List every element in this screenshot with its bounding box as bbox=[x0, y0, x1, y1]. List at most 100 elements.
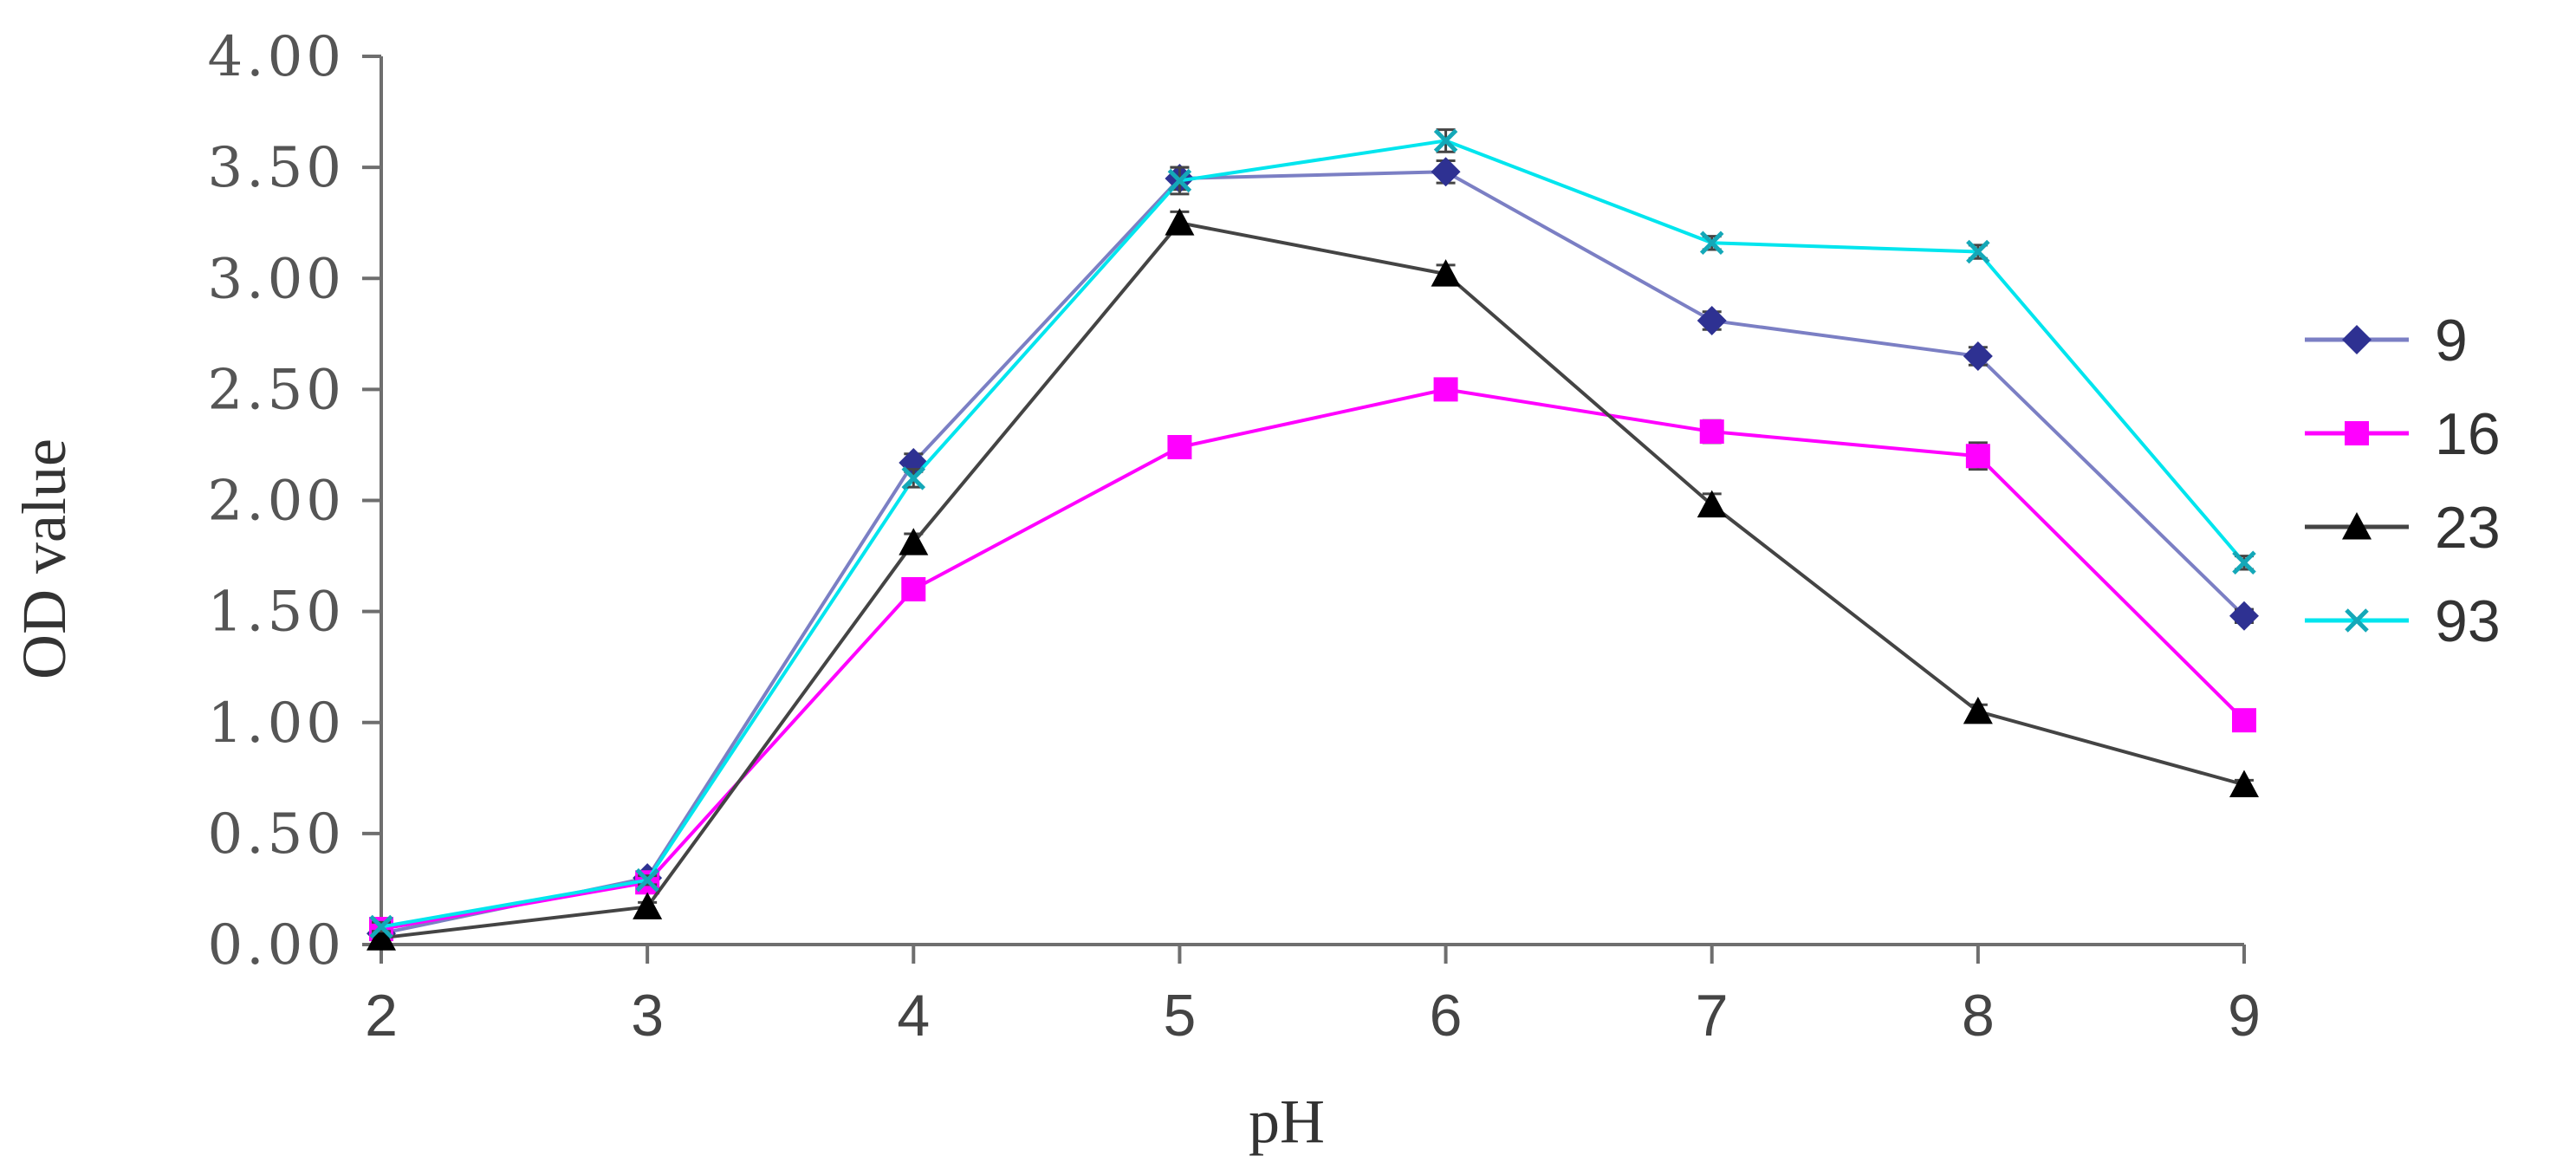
x-tick-label: 4 bbox=[897, 983, 930, 1049]
diamond-marker bbox=[2229, 601, 2259, 631]
x-marker-stroke bbox=[369, 914, 393, 939]
data-point bbox=[1431, 259, 1461, 287]
series-line-9 bbox=[380, 170, 2246, 936]
y-tick-label: 1.00 bbox=[208, 692, 346, 756]
data-point bbox=[1433, 377, 1458, 402]
data-point bbox=[899, 528, 929, 555]
y-tick-label: 2.00 bbox=[208, 470, 346, 534]
series-line-16 bbox=[380, 387, 2246, 932]
diamond-marker bbox=[1697, 305, 1727, 335]
x-marker-stroke bbox=[2345, 608, 2369, 633]
square-marker bbox=[1699, 419, 1724, 445]
axes: 0.00 0.50 1.00 1.50 2.00 2.50 3.00 3.50 4.00 2 3 4… bbox=[208, 25, 2261, 1049]
y-axis-title: OD value bbox=[10, 438, 79, 679]
data-point bbox=[1699, 419, 1724, 445]
legend-label: 16 bbox=[2435, 401, 2501, 467]
triangle-marker bbox=[2229, 770, 2259, 797]
series-16 bbox=[369, 377, 2256, 942]
data-point bbox=[2229, 601, 2259, 631]
data-point bbox=[1963, 341, 1993, 371]
data-point bbox=[2232, 550, 2256, 575]
legend-marker bbox=[2345, 421, 2369, 445]
y-tick-label: 2.50 bbox=[208, 358, 346, 422]
square-marker bbox=[901, 577, 926, 601]
x-marker-stroke bbox=[1966, 239, 1990, 264]
legend-label: 93 bbox=[2435, 588, 2501, 654]
y-tick-label: 1.50 bbox=[208, 581, 346, 645]
x-marker-stroke bbox=[901, 466, 926, 490]
x-marker-stroke bbox=[635, 867, 659, 893]
data-point bbox=[1963, 696, 1993, 724]
data-point bbox=[1697, 490, 1727, 518]
data-point bbox=[1167, 168, 1192, 193]
y-tick-label: 3.50 bbox=[208, 136, 346, 200]
legend-item-23: 23 bbox=[2305, 495, 2501, 561]
triangle-marker bbox=[1431, 259, 1461, 287]
series-line-23 bbox=[380, 221, 2245, 940]
square-marker bbox=[1965, 444, 1990, 469]
diamond-marker bbox=[1963, 341, 1993, 371]
x-axis-title: pH bbox=[1249, 1087, 1325, 1156]
legend-item-9: 9 bbox=[2305, 308, 2468, 373]
diamond-marker bbox=[2342, 325, 2372, 354]
diamond-marker bbox=[1431, 157, 1461, 187]
y-tick-label: 4.00 bbox=[208, 25, 346, 89]
legend-item-16: 16 bbox=[2305, 401, 2501, 467]
x-marker-stroke bbox=[1167, 168, 1192, 193]
legend-marker bbox=[2342, 325, 2372, 354]
series-layer bbox=[367, 128, 2259, 951]
data-point bbox=[2229, 770, 2259, 797]
data-point bbox=[635, 867, 659, 893]
x-marker-stroke bbox=[1699, 231, 1724, 256]
series-9 bbox=[367, 157, 2259, 949]
square-marker bbox=[2345, 421, 2369, 445]
triangle-marker bbox=[2342, 512, 2372, 540]
x-marker-stroke bbox=[2232, 550, 2256, 575]
data-point bbox=[1965, 444, 1990, 469]
square-marker bbox=[2232, 708, 2256, 733]
data-point bbox=[1966, 239, 1990, 264]
square-marker bbox=[1167, 435, 1192, 459]
series-23 bbox=[367, 208, 2259, 951]
triangle-marker bbox=[1697, 490, 1727, 518]
x-tick-label: 8 bbox=[1962, 983, 1995, 1049]
triangle-marker bbox=[367, 923, 396, 951]
x-axis-ticks: 2 3 4 5 6 7 8 9 bbox=[365, 945, 2261, 1049]
legend-marker bbox=[2345, 608, 2369, 633]
series-line-93 bbox=[380, 139, 2246, 929]
x-tick-label: 9 bbox=[2228, 983, 2261, 1049]
data-point bbox=[901, 466, 926, 490]
data-point bbox=[1697, 305, 1727, 335]
data-point bbox=[633, 892, 663, 919]
data-point bbox=[369, 914, 393, 939]
y-tick-label: 0.00 bbox=[208, 913, 346, 977]
triangle-marker bbox=[899, 528, 929, 555]
y-axis-ticks: 0.00 0.50 1.00 1.50 2.00 2.50 3.00 3.50 4.00 bbox=[208, 25, 381, 977]
x-marker-stroke bbox=[1433, 128, 1458, 153]
series-93 bbox=[369, 128, 2256, 939]
data-point bbox=[1165, 208, 1195, 236]
square-marker bbox=[1433, 377, 1458, 402]
legend: 9 16 23 93 bbox=[2305, 308, 2501, 654]
y-tick-label: 3.00 bbox=[208, 247, 346, 311]
data-point bbox=[1699, 231, 1724, 256]
legend-item-93: 93 bbox=[2305, 588, 2501, 654]
x-tick-label: 3 bbox=[631, 983, 664, 1049]
triangle-marker bbox=[1963, 696, 1993, 724]
triangle-marker bbox=[633, 892, 663, 919]
legend-label: 9 bbox=[2435, 308, 2468, 373]
triangle-marker bbox=[1165, 208, 1195, 236]
data-point bbox=[1431, 157, 1461, 187]
x-tick-label: 6 bbox=[1430, 983, 1463, 1049]
data-point bbox=[367, 923, 396, 951]
data-point bbox=[901, 577, 926, 601]
data-point bbox=[2232, 708, 2256, 733]
x-tick-label: 7 bbox=[1696, 983, 1729, 1049]
legend-marker bbox=[2342, 512, 2372, 540]
x-tick-label: 2 bbox=[365, 983, 398, 1049]
data-point bbox=[1433, 128, 1458, 153]
legend-label: 23 bbox=[2435, 495, 2501, 561]
data-point bbox=[1167, 435, 1192, 459]
x-tick-label: 5 bbox=[1164, 983, 1197, 1049]
